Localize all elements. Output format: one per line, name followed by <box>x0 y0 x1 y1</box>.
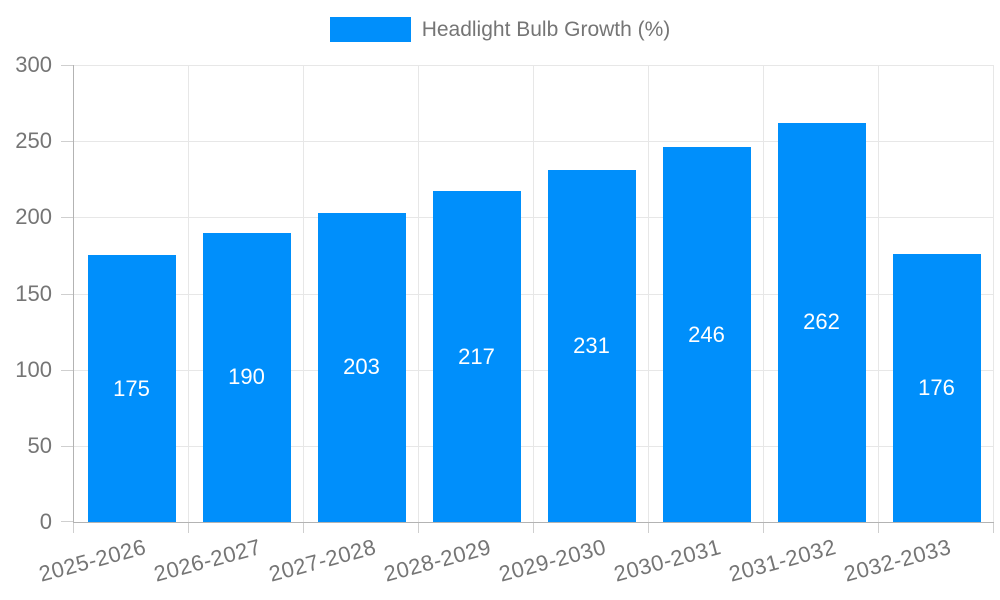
x-tick <box>533 523 534 533</box>
x-tick <box>993 523 994 533</box>
y-tick <box>61 293 73 295</box>
x-tick <box>878 523 879 533</box>
y-axis-label: 50 <box>27 432 52 458</box>
x-tick <box>648 523 649 533</box>
legend-label: Headlight Bulb Growth (%) <box>421 17 671 41</box>
x-axis-label: 2032-2033 <box>841 534 954 587</box>
x-gridline <box>993 65 994 522</box>
y-tick <box>61 65 73 66</box>
x-gridline <box>418 65 419 522</box>
legend[interactable]: Headlight Bulb Growth (%) <box>0 17 1000 42</box>
x-axis-label: 2027-2028 <box>266 534 379 587</box>
bar-value-label: 262 <box>803 309 840 335</box>
bar-value-label: 175 <box>113 375 150 401</box>
x-gridline <box>763 65 764 522</box>
x-axis-label: 2025-2026 <box>36 534 149 587</box>
y-tick <box>61 217 73 219</box>
x-gridline <box>648 65 649 522</box>
x-gridline <box>188 65 189 522</box>
bar[interactable]: 175 <box>87 255 176 522</box>
y-axis-label: 300 <box>15 52 52 77</box>
x-gridline <box>533 65 534 522</box>
x-tick <box>73 523 74 533</box>
y-gridline <box>74 65 994 66</box>
y-gridline <box>74 445 994 447</box>
x-tick <box>418 523 419 533</box>
y-axis-label: 250 <box>15 128 52 154</box>
x-axis-label: 2028-2029 <box>381 534 494 587</box>
bar[interactable]: 231 <box>547 170 636 522</box>
y-axis-label: 0 <box>39 509 52 534</box>
y-tick <box>61 445 73 447</box>
y-axis-label: 100 <box>15 356 52 382</box>
x-tick <box>188 523 189 533</box>
y-axis-label: 150 <box>15 280 52 306</box>
bar[interactable]: 190 <box>202 232 291 522</box>
bar[interactable]: 176 <box>892 253 981 522</box>
y-axis-label: 200 <box>15 204 52 230</box>
bar-value-label: 190 <box>228 364 265 390</box>
bar[interactable]: 262 <box>777 122 866 522</box>
bar-value-label: 176 <box>918 374 955 400</box>
bar-value-label: 203 <box>343 354 380 380</box>
x-tick <box>763 523 764 533</box>
bar-value-label: 246 <box>688 321 725 347</box>
x-tick <box>303 523 304 533</box>
bar[interactable]: 203 <box>317 212 406 522</box>
bar-value-label: 217 <box>458 343 495 369</box>
bar[interactable]: 217 <box>432 191 521 522</box>
bar[interactable]: 246 <box>662 147 751 522</box>
y-gridline <box>74 217 994 219</box>
x-axis-label: 2030-2031 <box>611 534 724 587</box>
x-axis-label: 2031-2032 <box>726 534 839 587</box>
x-axis-label: 2029-2030 <box>496 534 609 587</box>
legend-swatch <box>329 17 411 42</box>
y-gridline <box>74 369 994 371</box>
y-gridline <box>74 141 994 143</box>
bar-value-label: 231 <box>573 333 610 359</box>
plot-area: 175 190 203 217 231 246 262 176 <box>61 65 994 533</box>
y-gridline <box>74 293 994 295</box>
y-tick <box>61 369 73 371</box>
x-gridline <box>303 65 304 522</box>
x-axis-label: 2026-2027 <box>151 534 264 587</box>
x-gridline <box>878 65 879 522</box>
y-tick <box>61 141 73 143</box>
y-tick <box>61 521 73 522</box>
